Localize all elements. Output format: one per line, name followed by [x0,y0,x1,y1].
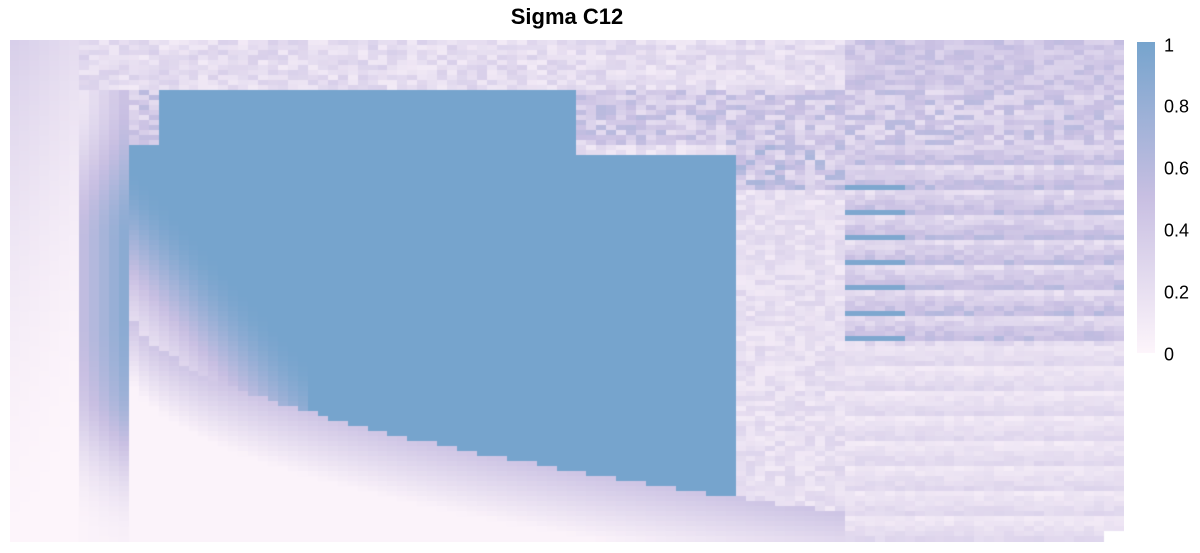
legend-tick-0-8: 0.8 [1164,96,1190,117]
chart-title: Sigma C12 [510,4,624,29]
heatmap [10,40,1124,542]
legend-colorbar [1137,42,1155,353]
legend-tick-0: 0 [1164,344,1175,365]
legend-tick-1: 1 [1164,35,1175,56]
legend-tick-0-4: 0.4 [1164,220,1190,241]
legend-tick-0-6: 0.6 [1164,158,1190,179]
legend-tick-0-2: 0.2 [1164,282,1190,303]
